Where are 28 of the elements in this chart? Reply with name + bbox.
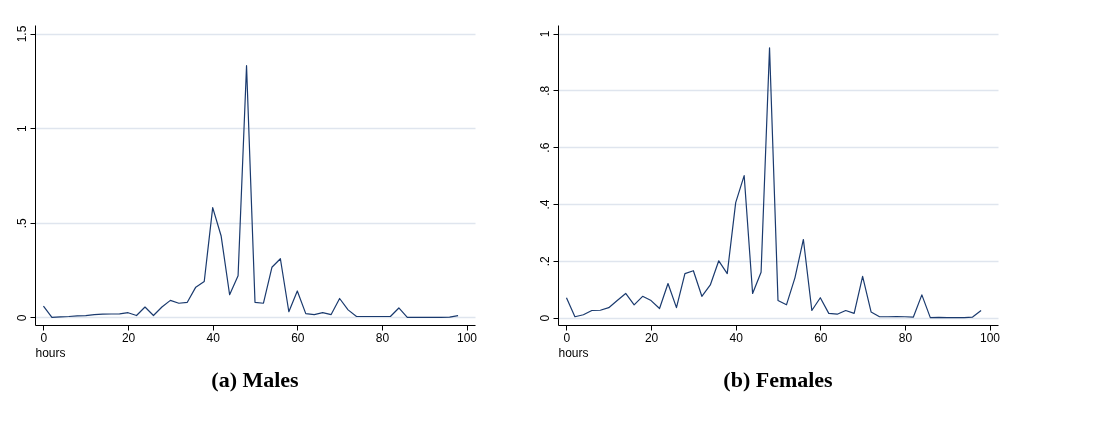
y-tick-label: 1.5 (14, 25, 29, 43)
y-tick-label: 0 (14, 314, 29, 322)
x-tick-label: 0 (40, 330, 48, 345)
y-tick-label: 0 (537, 314, 552, 322)
line-series (565, 47, 982, 319)
x-tick-label: 100 (980, 330, 1001, 345)
x-tick-label: 40 (206, 330, 221, 345)
y-tick-label: .2 (537, 255, 552, 267)
x-tick-label: 80 (898, 330, 913, 345)
x-tick-label: 80 (375, 330, 390, 345)
text: (b) Females (723, 367, 834, 392)
x-tick-label: 20 (121, 330, 136, 345)
y-tick-label: .5 (14, 217, 29, 229)
x-axis-title: hours (558, 345, 589, 360)
line-series (42, 65, 459, 319)
y-tick-label: .4 (537, 199, 552, 210)
text: (a) Males (211, 367, 300, 392)
x-tick-label: 20 (644, 330, 659, 345)
y-tick-label: .8 (537, 85, 552, 96)
x-tick-label: 60 (814, 330, 828, 345)
y-tick-label: 1 (537, 30, 552, 38)
x-axis-title: hours (35, 345, 66, 360)
x-tick-label: 0 (563, 330, 571, 345)
x-tick-label: 100 (457, 330, 478, 345)
x-tick-label: 60 (291, 330, 305, 345)
y-tick-label: 1 (14, 125, 29, 132)
y-tick-label: .6 (537, 142, 552, 153)
x-tick-label: 40 (729, 330, 744, 345)
